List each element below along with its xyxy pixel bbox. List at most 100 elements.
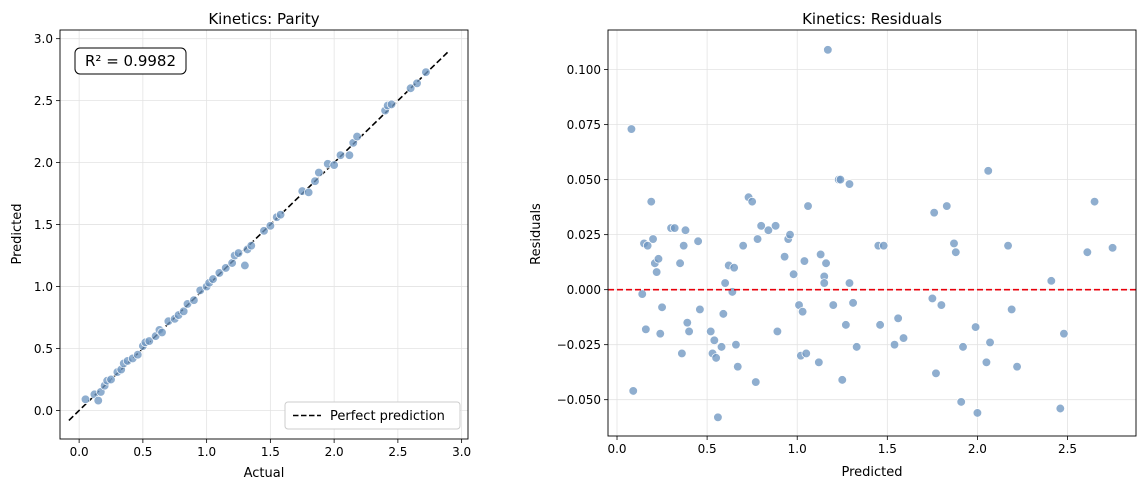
parity-chart-title: Kinetics: Parity <box>208 10 319 28</box>
residuals-data-point <box>716 342 727 352</box>
residuals-data-point <box>657 302 667 312</box>
parity-data-point <box>352 131 362 142</box>
residuals-chart: Kinetics: Residuals 0.0 0.5 1.0 1.5 2.0 2.5 −… <box>529 10 1137 480</box>
parity-data-point <box>214 268 225 278</box>
residuals-data-point <box>729 263 739 273</box>
legend-entry-perfect-prediction: Perfect prediction <box>330 409 445 424</box>
residuals-data-point <box>893 313 903 323</box>
parity-data-point <box>189 295 199 305</box>
parity-x-tick-label: 1.5 <box>261 445 280 459</box>
residuals-x-tick-label: 1.5 <box>878 442 897 456</box>
residuals-points <box>626 45 1118 422</box>
residuals-data-point <box>879 241 889 251</box>
residuals-data-point <box>1107 243 1118 253</box>
residuals-data-point <box>695 304 705 315</box>
residuals-data-point <box>747 196 757 207</box>
residuals-data-point <box>670 223 680 233</box>
residuals-data-point <box>828 300 838 310</box>
parity-data-point <box>275 210 286 220</box>
residuals-data-point <box>648 234 658 244</box>
r-squared-label: R² = 0.9982 <box>85 52 176 70</box>
residuals-y-tick-label: 0.100 <box>567 63 601 77</box>
residuals-data-point <box>942 201 952 211</box>
residuals-data-point <box>751 377 761 387</box>
residuals-x-tick-label: 1.0 <box>788 442 807 456</box>
residuals-data-point <box>841 320 851 330</box>
residuals-x-tick-label: 2.5 <box>1058 442 1077 456</box>
residuals-data-point <box>823 45 833 55</box>
residuals-chart-title: Kinetics: Residuals <box>802 10 942 28</box>
residuals-data-point <box>682 318 692 328</box>
legend-box <box>284 401 461 430</box>
residuals-data-point <box>821 258 831 268</box>
residuals-data-point <box>653 254 664 264</box>
residuals-data-point <box>927 293 938 304</box>
residuals-data-point <box>929 207 939 218</box>
parity-data-point <box>240 260 250 271</box>
parity-data-point <box>179 306 189 316</box>
residuals-data-point <box>985 337 995 348</box>
residuals-data-point <box>949 238 959 249</box>
residuals-data-point <box>677 348 687 359</box>
residuals-data-point <box>983 166 993 176</box>
residuals-y-tick-label: −0.050 <box>557 393 601 407</box>
residuals-data-point <box>1059 329 1069 339</box>
residuals-data-point <box>628 386 638 396</box>
r-squared-annotation: R² = 0.9982 <box>74 47 187 75</box>
residuals-data-point <box>652 267 662 277</box>
parity-x-tick-label: 0.0 <box>70 445 89 459</box>
residuals-x-ticks: 0.0 0.5 1.0 1.5 2.0 2.5 <box>607 436 1077 456</box>
parity-data-point <box>80 394 91 404</box>
residuals-y-axis-label: Residuals <box>529 203 544 265</box>
residuals-x-tick-label: 0.5 <box>698 442 717 456</box>
residuals-data-point <box>693 236 703 246</box>
residuals-data-point <box>788 269 799 279</box>
parity-data-point <box>421 67 431 77</box>
parity-data-point <box>233 248 244 258</box>
parity-data-point <box>208 274 218 284</box>
residuals-plot-area <box>607 29 1137 437</box>
parity-data-point <box>93 395 103 406</box>
residuals-data-point <box>801 348 811 359</box>
residuals-data-point <box>835 174 846 185</box>
residuals-data-point <box>1003 241 1013 251</box>
residuals-data-point <box>814 357 824 367</box>
residuals-y-tick-label: 0.025 <box>567 228 601 242</box>
r-squared-box <box>74 47 187 75</box>
parity-grid <box>60 30 468 439</box>
parity-points <box>80 67 431 406</box>
residuals-data-point <box>958 342 968 352</box>
residuals-data-point <box>706 326 716 337</box>
parity-y-tick-label: 0.5 <box>34 342 53 356</box>
residuals-y-tick-label: 0.000 <box>567 283 601 297</box>
residuals-data-point <box>637 289 647 299</box>
residuals-data-point <box>1089 196 1100 207</box>
residuals-data-point <box>727 287 737 297</box>
residuals-data-point <box>981 357 992 367</box>
residuals-y-tick-label: 0.075 <box>567 118 601 132</box>
residuals-data-point <box>779 252 790 262</box>
residuals-data-point <box>684 326 694 337</box>
parity-data-point <box>265 221 276 231</box>
residuals-data-point <box>641 324 651 334</box>
residuals-data-point <box>675 258 685 268</box>
parity-data-point <box>221 263 231 273</box>
residuals-data-point <box>844 179 855 189</box>
residuals-data-point <box>844 278 855 288</box>
residuals-data-point <box>731 340 741 350</box>
residuals-data-point <box>819 278 829 288</box>
residuals-data-point <box>756 221 766 231</box>
residuals-data-point <box>956 397 966 407</box>
parity-data-point <box>259 226 269 236</box>
parity-data-point <box>133 350 143 360</box>
residuals-data-point <box>709 335 719 345</box>
residuals-x-tick-label: 0.0 <box>607 442 626 456</box>
parity-y-ticks: 0.0 0.5 1.0 1.5 2.0 2.5 3.0 <box>34 32 60 418</box>
parity-data-point <box>405 83 416 93</box>
parity-data-point <box>314 167 324 178</box>
residuals-x-tick-label: 2.0 <box>968 442 987 456</box>
parity-data-point <box>144 336 154 346</box>
parity-x-ticks: 0.0 0.5 1.0 1.5 2.0 2.5 3.0 <box>70 439 471 459</box>
residuals-data-point <box>972 408 983 418</box>
